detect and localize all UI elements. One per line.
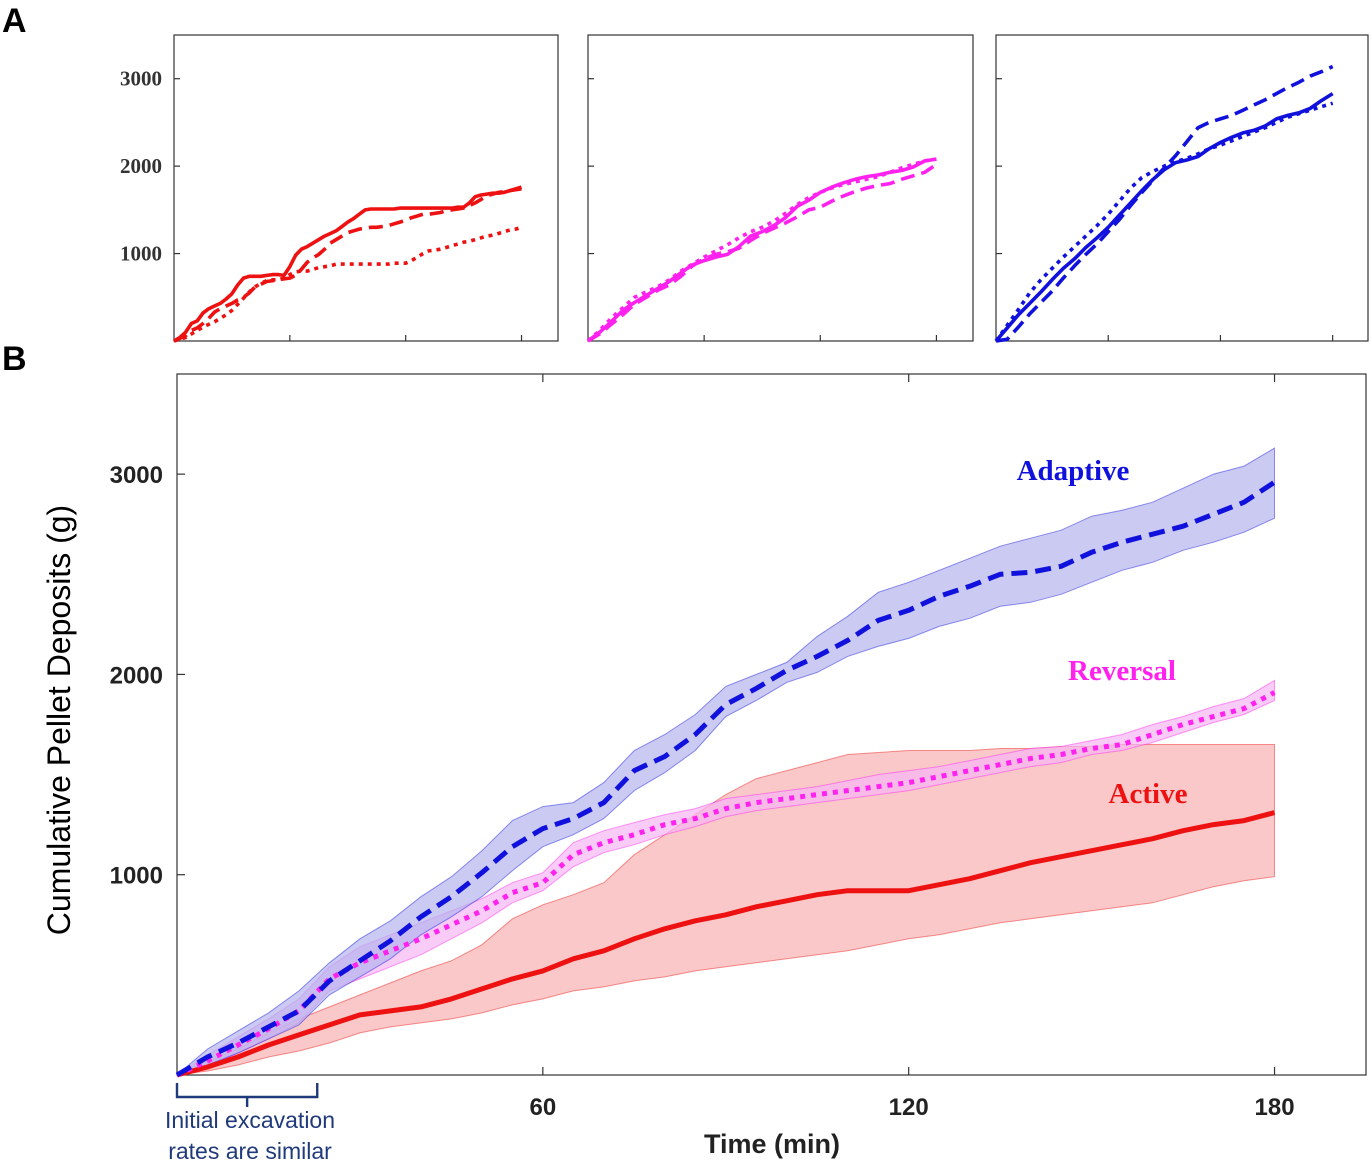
reversal-solid-line: [586, 157, 937, 343]
adaptive-solid-line: [994, 92, 1334, 343]
y-axis-label: Cumulative Pellet Deposits (g): [41, 505, 77, 935]
active-dashed-line: [173, 187, 522, 343]
plot-frame: [587, 34, 974, 342]
panel-b-chart: 1000 2000 3000 60 120 180 Active Reversal Adapti…: [110, 373, 1367, 1121]
reversal-mean-line: [175, 690, 1276, 1078]
panel-a-left-chart: 1000 2000 3000: [120, 34, 559, 343]
x-tick-label: 60: [529, 1094, 556, 1121]
annotation-line-1: Initial excavation: [165, 1107, 335, 1133]
adaptive-mean-line: [175, 480, 1276, 1078]
y-tick-label: 3000: [110, 462, 163, 489]
active-mean-line: [176, 810, 1276, 1078]
y-tick-label: 1000: [120, 242, 162, 266]
annotation-line-2: rates are similar: [168, 1138, 332, 1164]
active-solid-line: [173, 185, 523, 343]
panel-b-letter: B: [2, 340, 27, 378]
reversal-dotted-line: [586, 157, 937, 343]
plot-frame: [995, 34, 1369, 342]
x-tick-label: 180: [1255, 1094, 1295, 1121]
adaptive-series-label: Adaptive: [1017, 455, 1130, 487]
panel-a-letter: A: [2, 2, 27, 40]
plot-frame: [173, 34, 559, 342]
active-confidence-band: [176, 744, 1275, 1076]
reversal-confidence-band: [176, 679, 1275, 1076]
y-tick-label: 1000: [110, 863, 163, 890]
plot-frame: [176, 373, 1367, 1076]
annotation-bracket: [175, 1083, 319, 1107]
x-axis-label: Time (min): [704, 1129, 840, 1159]
active-series-label: Active: [1109, 778, 1188, 810]
y-tick-label: 2000: [110, 662, 163, 689]
y-tick-label: 2000: [120, 154, 162, 178]
adaptive-dotted-line: [994, 101, 1334, 343]
panel-a-right-chart: [994, 34, 1369, 343]
y-tick-label: 3000: [120, 67, 162, 91]
x-tick-label: 120: [889, 1094, 929, 1121]
reversal-series-label: Reversal: [1068, 655, 1176, 687]
adaptive-dashed-line: [995, 64, 1334, 343]
adaptive-confidence-band: [176, 447, 1275, 1076]
active-dotted-line: [173, 225, 523, 343]
panel-a-middle-chart: [586, 34, 974, 343]
reversal-dashed-line: [587, 162, 938, 343]
